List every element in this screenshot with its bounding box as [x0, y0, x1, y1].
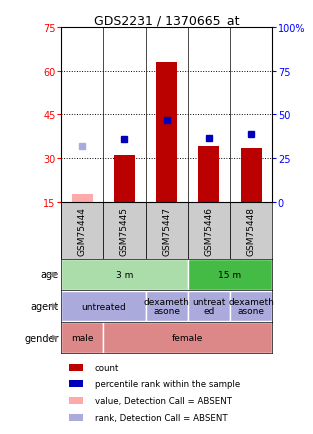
- Bar: [198, 147, 219, 202]
- Bar: [241, 148, 262, 202]
- Text: GSM75444: GSM75444: [78, 206, 87, 255]
- Text: age: age: [41, 270, 59, 280]
- Bar: [69, 398, 83, 404]
- Text: gender: gender: [24, 333, 59, 343]
- Text: untreated: untreated: [81, 302, 126, 311]
- Bar: [61, 260, 188, 290]
- Bar: [72, 195, 93, 202]
- Bar: [69, 364, 83, 371]
- Bar: [188, 260, 272, 290]
- Text: dexameth
asone: dexameth asone: [228, 297, 274, 316]
- Bar: [103, 202, 146, 259]
- Text: value, Detection Call = ABSENT: value, Detection Call = ABSENT: [95, 396, 232, 405]
- Bar: [61, 202, 103, 259]
- Text: female: female: [172, 333, 203, 342]
- Text: GSM75448: GSM75448: [247, 206, 256, 255]
- Text: GSM75447: GSM75447: [162, 206, 171, 255]
- Text: 15 m: 15 m: [218, 270, 242, 279]
- Bar: [188, 291, 230, 322]
- Bar: [114, 156, 135, 202]
- Bar: [103, 323, 272, 353]
- Text: untreat
ed: untreat ed: [192, 297, 226, 316]
- Bar: [61, 291, 146, 322]
- Text: male: male: [71, 333, 93, 342]
- Bar: [230, 202, 272, 259]
- Text: count: count: [95, 363, 119, 372]
- Text: GSM75446: GSM75446: [204, 206, 213, 255]
- Bar: [146, 202, 188, 259]
- Bar: [61, 323, 103, 353]
- Bar: [230, 291, 272, 322]
- Text: 3 m: 3 m: [116, 270, 133, 279]
- Text: dexameth
asone: dexameth asone: [144, 297, 190, 316]
- Bar: [69, 414, 83, 421]
- Text: GDS2231 / 1370665_at: GDS2231 / 1370665_at: [94, 14, 239, 27]
- Text: percentile rank within the sample: percentile rank within the sample: [95, 380, 240, 388]
- Bar: [156, 63, 177, 202]
- Text: agent: agent: [31, 301, 59, 311]
- Bar: [146, 291, 188, 322]
- Text: rank, Detection Call = ABSENT: rank, Detection Call = ABSENT: [95, 413, 228, 422]
- Text: GSM75445: GSM75445: [120, 206, 129, 255]
- Bar: [188, 202, 230, 259]
- Bar: [69, 381, 83, 388]
